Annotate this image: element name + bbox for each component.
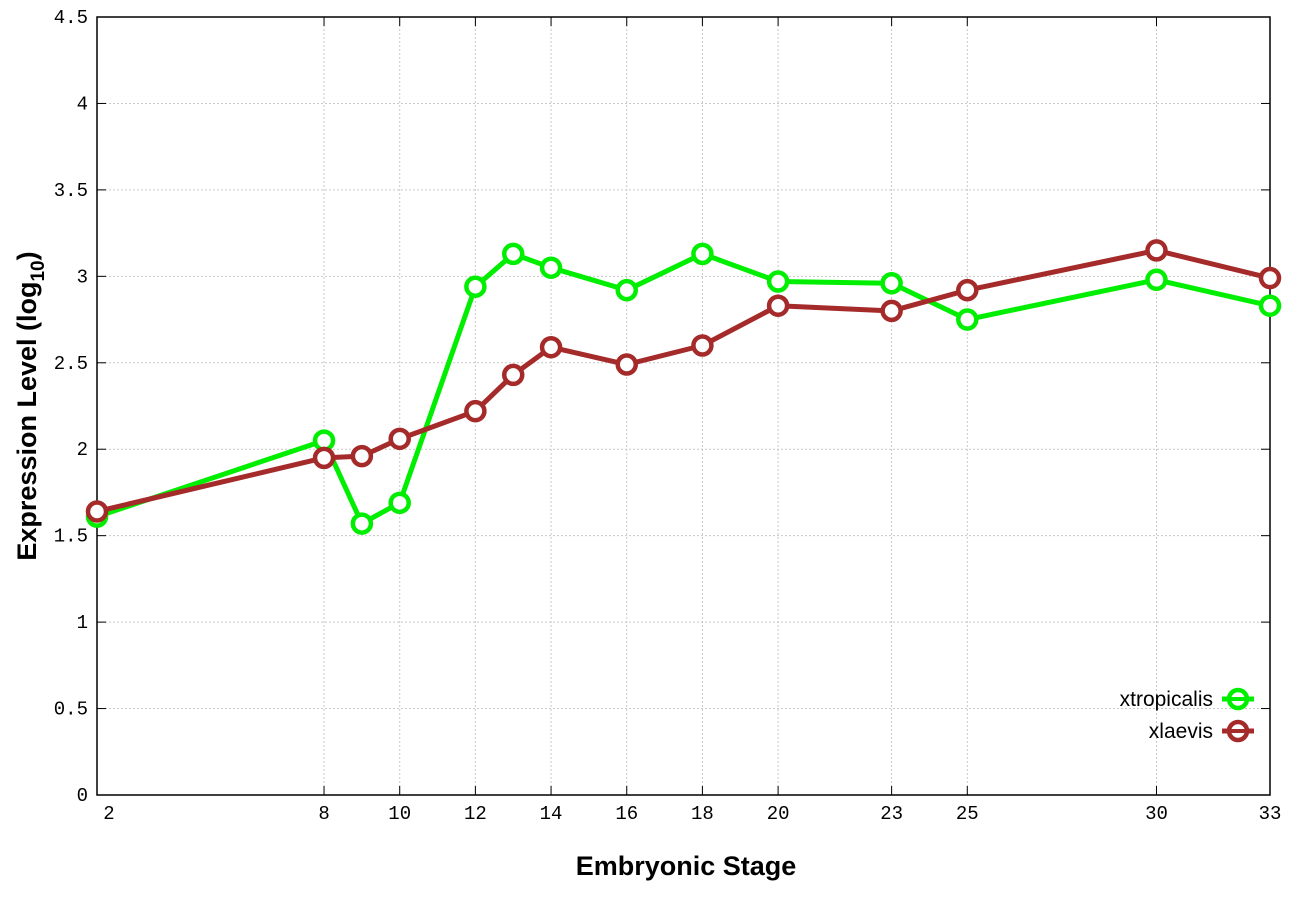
data-point — [501, 242, 525, 266]
data-point — [539, 256, 563, 279]
x-tick-label: 20 — [767, 803, 790, 825]
y-tick-label: 4 — [77, 93, 88, 115]
legend-label: xlaevis — [1149, 720, 1213, 743]
y-tick-label: 4.5 — [54, 7, 88, 29]
series-xlaevis — [85, 239, 1282, 523]
y-tick-label: 2.5 — [54, 353, 88, 375]
data-point — [539, 335, 563, 359]
y-tick-label: 1 — [77, 612, 88, 634]
series-line — [96, 251, 1271, 527]
x-tick-label: 12 — [464, 803, 487, 825]
data-point — [880, 271, 903, 295]
legend-label: xtropicalis — [1120, 688, 1213, 711]
y-tick-label: 1.5 — [54, 526, 88, 548]
x-tick-label: 18 — [691, 803, 714, 825]
x-tick-label: 14 — [540, 803, 563, 825]
data-point — [350, 444, 374, 468]
y-axis-label: Expression Level (log10) — [12, 251, 49, 560]
y-tick-label: 3.5 — [54, 180, 88, 202]
y-axis-label-subscript: 10 — [28, 260, 49, 281]
x-tick-label: 23 — [880, 803, 903, 825]
data-point — [1145, 239, 1168, 262]
data-point — [766, 294, 790, 317]
data-point — [388, 491, 411, 515]
x-tick-label: 33 — [1259, 803, 1282, 825]
x-tick-label: 16 — [615, 803, 638, 825]
x-axis-label: Embryonic Stage — [576, 851, 797, 881]
data-point — [464, 399, 487, 423]
series-xtropicalis — [85, 242, 1282, 535]
data-point — [1258, 294, 1282, 317]
data-point — [880, 299, 903, 323]
data-point — [691, 242, 714, 266]
data-point — [1145, 268, 1168, 292]
x-tick-label: 8 — [318, 803, 329, 825]
data-point — [388, 427, 411, 451]
y-tick-label: 3 — [77, 266, 88, 288]
data-point — [956, 308, 979, 331]
x-tick-label: 2 — [103, 803, 114, 825]
y-tick-label: 0.5 — [54, 699, 88, 721]
x-tick-label: 25 — [956, 803, 979, 825]
grid — [97, 17, 1270, 795]
y-tick-label: 2 — [77, 439, 88, 461]
data-point — [85, 500, 109, 523]
x-tick-label: 30 — [1145, 803, 1168, 825]
data-point — [464, 275, 487, 298]
data-point — [312, 446, 336, 470]
data-point — [501, 363, 525, 387]
series-line — [96, 247, 1271, 514]
plot-frame — [96, 16, 1271, 796]
data-point — [615, 353, 638, 376]
data-point — [691, 334, 714, 357]
axes: 0 0.5 1 1.5 2 2.5 3 3.5 4 4.5 2 8 10 12 14 16 18 20 23 25 30… — [54, 7, 1282, 825]
data-point — [615, 278, 638, 302]
y-tick-label: 0 — [77, 785, 88, 807]
y-axis-label-suffix: ) — [12, 251, 42, 260]
data-point — [766, 270, 790, 293]
data-point — [350, 512, 374, 535]
data-point — [1258, 266, 1282, 290]
data-point — [956, 278, 979, 302]
series-group — [85, 239, 1282, 535]
x-tick-label: 10 — [388, 803, 411, 825]
legend: xtropicalis xlaevis — [1120, 687, 1254, 743]
